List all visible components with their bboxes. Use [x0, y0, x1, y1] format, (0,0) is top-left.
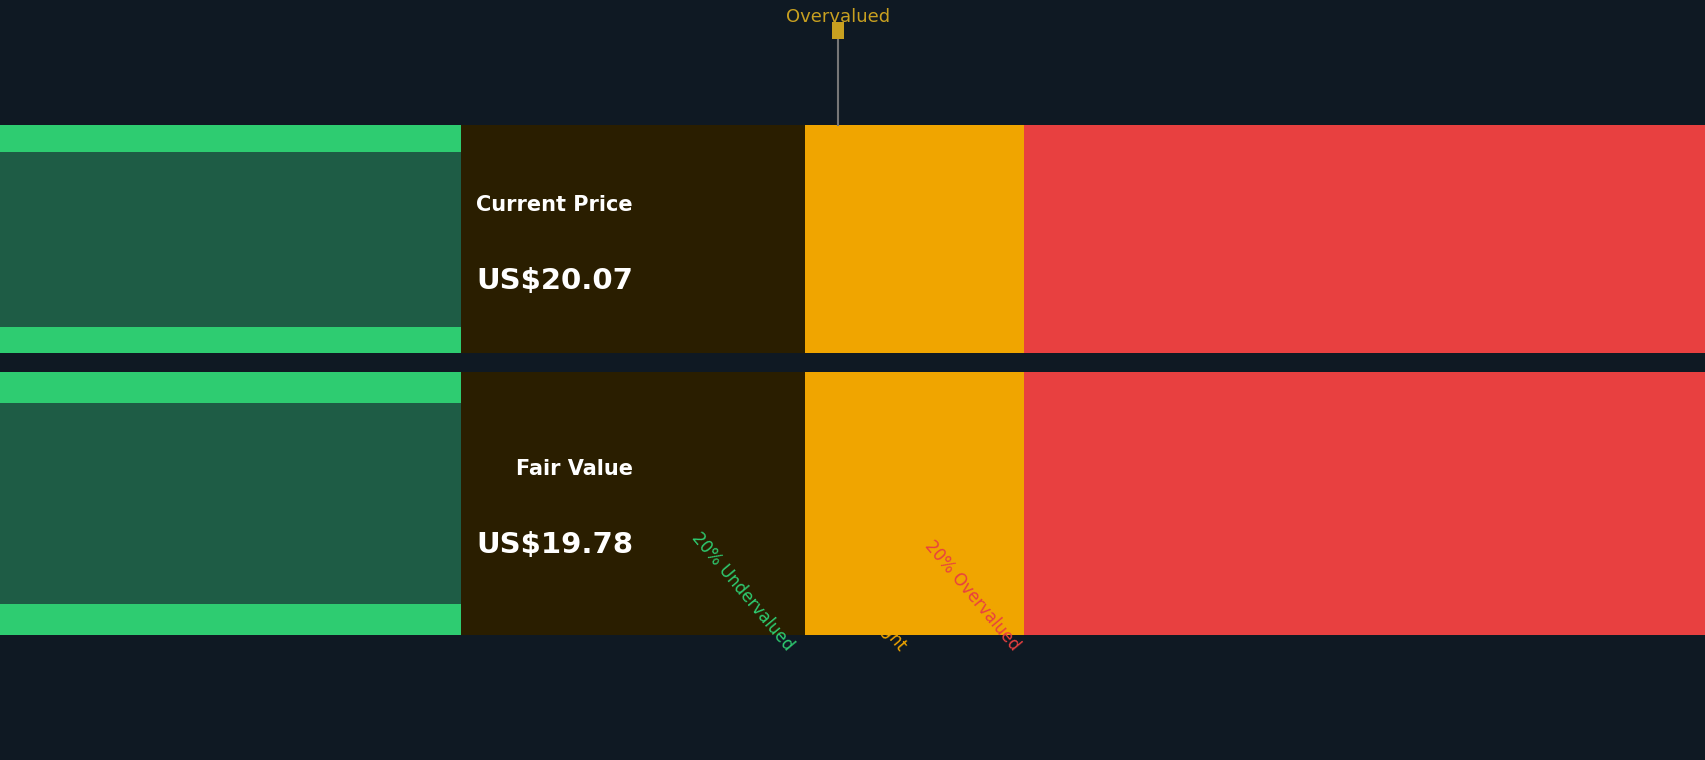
Bar — [796, 403, 1023, 604]
Text: 20% Undervalued: 20% Undervalued — [687, 529, 796, 654]
Text: Overvalued: Overvalued — [784, 8, 890, 26]
Text: US$20.07: US$20.07 — [476, 268, 633, 295]
Bar — [1023, 403, 1705, 604]
Bar — [796, 372, 1023, 403]
Bar — [1023, 372, 1705, 403]
Text: -1.5%: -1.5% — [788, 0, 887, 3]
Bar — [0, 125, 796, 152]
Text: US$19.78: US$19.78 — [476, 531, 633, 559]
Bar — [796, 152, 1023, 327]
Bar — [0, 372, 796, 403]
Bar — [0, 604, 796, 635]
Bar — [1023, 327, 1705, 353]
Text: Current Price: Current Price — [476, 195, 633, 215]
Bar — [832, 22, 842, 39]
Bar — [796, 327, 1023, 353]
Bar — [1023, 125, 1705, 152]
Bar — [0, 327, 796, 353]
Text: 20% Overvalued: 20% Overvalued — [921, 537, 1023, 654]
Text: About Right: About Right — [832, 567, 910, 654]
Bar — [0, 152, 796, 327]
Bar — [1023, 604, 1705, 635]
Bar — [796, 604, 1023, 635]
Bar — [0, 403, 796, 604]
Bar — [460, 372, 805, 635]
Bar — [796, 125, 1023, 152]
Text: Fair Value: Fair Value — [515, 459, 633, 480]
Bar — [1023, 152, 1705, 327]
Bar — [460, 125, 805, 353]
